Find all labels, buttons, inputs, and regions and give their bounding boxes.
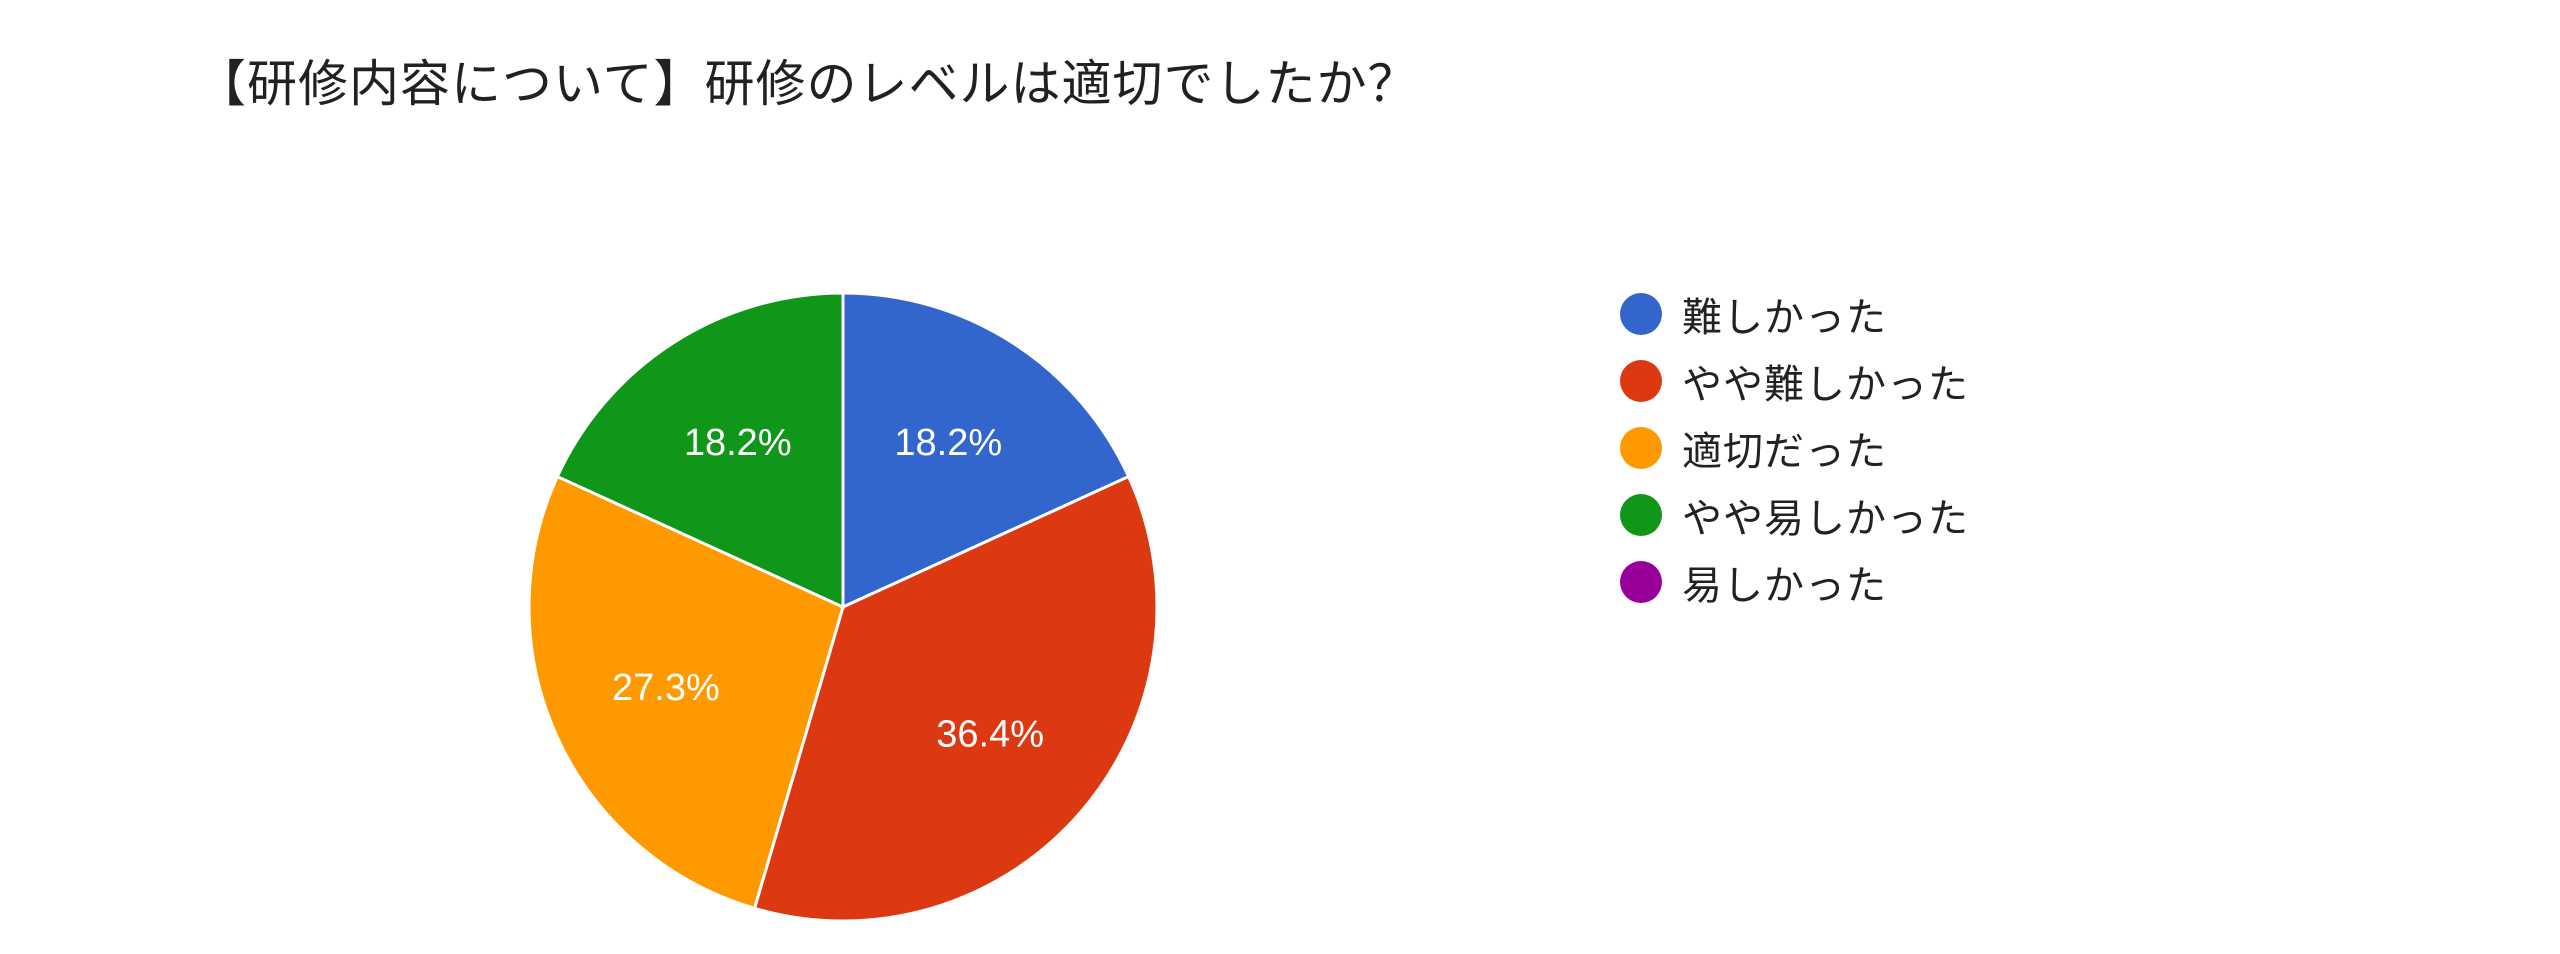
pie-slice-2[interactable] <box>527 474 845 911</box>
pie-slice-label-0: 18.2% <box>894 422 1002 464</box>
pie-slice-1[interactable] <box>752 474 1159 923</box>
legend-item-0[interactable]: 難しかった <box>1620 280 1969 347</box>
pie-slice-3[interactable] <box>555 291 845 610</box>
legend-swatch-icon <box>1620 292 1662 335</box>
legend-item-3[interactable]: やや易しかった <box>1620 481 1969 548</box>
legend-swatch-icon <box>1620 359 1662 402</box>
pie-slice-label-1: 36.4% <box>936 713 1044 755</box>
pie-slice-label-3: 18.2% <box>684 422 792 464</box>
legend-item-2[interactable]: 適切だった <box>1620 414 1969 481</box>
pie-slice-label-2: 27.3% <box>612 667 720 709</box>
legend-label: 易しかった <box>1682 562 1887 609</box>
legend-item-4[interactable]: 易しかった <box>1620 548 1969 615</box>
legend-label: 適切だった <box>1682 428 1887 475</box>
legend-item-1[interactable]: やや難しかった <box>1620 347 1969 414</box>
legend-label: やや難しかった <box>1682 361 1969 408</box>
chart-legend: 難しかったやや難しかった 適切だったやや易しかった 易しかった <box>1620 280 1969 615</box>
pie-slice-0[interactable] <box>841 291 1131 610</box>
chart-title: 【研修内容について】研修のレベルは適切でしたか？ <box>196 55 1419 113</box>
legend-swatch-icon <box>1620 560 1662 603</box>
legend-label: 難しかった <box>1682 294 1887 341</box>
legend-swatch-icon <box>1620 426 1662 469</box>
legend-swatch-icon <box>1620 493 1662 536</box>
legend-label: やや易しかった <box>1682 495 1969 542</box>
